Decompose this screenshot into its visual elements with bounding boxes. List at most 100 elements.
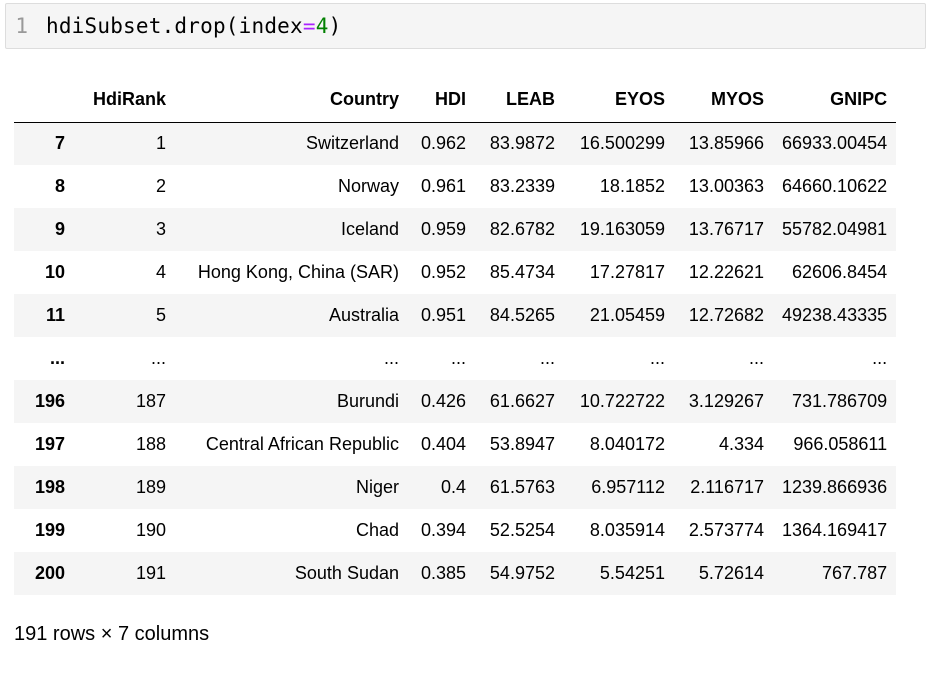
cell-hdirank: 188 <box>135 434 166 454</box>
column-header-country: Country <box>175 77 408 123</box>
cell-myos: 2.116717 <box>690 477 764 497</box>
cell-myos: 2.573774 <box>688 520 764 540</box>
cell-myos: 13.00363 <box>688 176 764 196</box>
line-number: 1 <box>15 14 28 38</box>
cell-country: Hong Kong, China (SAR) <box>197 262 399 282</box>
cell-eyos: 17.27817 <box>589 262 665 282</box>
cell-eyos: 6.957112 <box>591 477 665 497</box>
column-header-leab: LEAB <box>475 77 564 123</box>
cell-gnipc: 1364.169417 <box>782 520 888 540</box>
cell-hdirank: 3 <box>155 219 166 239</box>
row-index: ... <box>49 348 65 368</box>
cell-myos: 3.129267 <box>688 391 764 411</box>
row-index: 11 <box>45 305 65 325</box>
row-index: 199 <box>34 520 65 540</box>
row-index: 198 <box>34 477 65 497</box>
cell-gnipc: 731.786709 <box>792 391 888 411</box>
cell-eyos: 8.035914 <box>589 520 665 540</box>
cell-myos: 12.22621 <box>688 262 764 282</box>
table-row: 8 2 Norway 0.961 83.2339 18.1852 13.00363 64660… <box>14 165 897 208</box>
column-header-myos: MYOS <box>674 77 773 123</box>
cell-country: Iceland <box>340 219 399 239</box>
cell-leab: 54.9752 <box>489 563 555 583</box>
cell-leab: ... <box>539 348 555 368</box>
row-index: 9 <box>54 219 65 239</box>
cell-eyos: 19.163059 <box>579 219 665 239</box>
table-header: HdiRank Country HDI LEAB EYOS MYOS GNIPC <box>14 77 897 123</box>
row-index: 10 <box>44 262 65 282</box>
table-row: ........................ <box>14 337 897 380</box>
cell-leab: 82.6782 <box>489 219 555 239</box>
column-header-eyos: EYOS <box>564 77 674 123</box>
cell-leab: 83.9872 <box>489 133 555 154</box>
cell-hdi: 0.952 <box>420 262 466 282</box>
cell-eyos: ... <box>649 348 665 368</box>
table-row: 199 190 Chad 0.394 52.5254 8.035914 2.573774 13… <box>14 509 897 552</box>
cell-hdirank: 5 <box>155 305 166 325</box>
dataframe-shape-text: 191 rows × 7 columns <box>14 623 210 645</box>
row-index: 7 <box>54 133 65 154</box>
cell-myos: 4.334 <box>718 434 764 454</box>
table-row: 11 5 Australia 0.951 84.5265 21.05459 12.72682… <box>14 294 897 337</box>
header-row: HdiRank Country HDI LEAB EYOS MYOS GNIPC <box>14 77 897 123</box>
table-row: 7 1 Switzerland 0.962 83.9872 16.500299 13.859… <box>14 122 897 165</box>
cell-hdirank: 1 <box>155 133 166 154</box>
cell-country: Chad <box>355 520 399 540</box>
code-operator: = <box>302 14 316 38</box>
cell-eyos: 5.54251 <box>599 563 665 583</box>
cell-hdirank: 191 <box>135 563 166 583</box>
table-row: 197 188 Central African Republic 0.404 53.89… <box>14 423 897 466</box>
cell-leab: 61.6627 <box>489 391 555 411</box>
cell-country: Burundi <box>336 391 399 411</box>
table-row: 198 189 Niger 0.4 61.5763 6.957112 2.116717 123… <box>14 466 897 509</box>
cell-hdirank: 189 <box>135 477 166 497</box>
table-row: 9 3 Iceland 0.959 82.6782 19.163059 13.76717 55… <box>14 208 897 251</box>
cell-hdi: 0.404 <box>420 434 466 454</box>
cell-country: Australia <box>328 305 399 325</box>
code-input[interactable]: hdiSubset.drop(index=4) <box>46 14 341 38</box>
table-row: 196 187 Burundi 0.426 61.6627 10.722722 3.1292… <box>14 380 897 423</box>
cell-eyos: 21.05459 <box>589 305 665 325</box>
cell-gnipc: 55782.04981 <box>782 219 888 239</box>
cell-hdirank: 187 <box>135 391 166 411</box>
cell-hdi: 0.961 <box>420 176 466 196</box>
column-header-gnipc: GNIPC <box>773 77 897 123</box>
cell-leab: 61.5763 <box>489 477 555 497</box>
cell-country: Switzerland <box>305 133 399 154</box>
cell-country: Central African Republic <box>205 434 399 454</box>
cell-gnipc: 62606.8454 <box>792 262 888 282</box>
dataframe-table: HdiRank Country HDI LEAB EYOS MYOS GNIPC… <box>14 77 897 595</box>
cell-hdirank: 190 <box>135 520 166 540</box>
cell-eyos: 10.722722 <box>579 391 665 411</box>
cell-leab: 85.4734 <box>489 262 555 282</box>
cell-hdi: 0.385 <box>420 563 466 583</box>
code-text-prefix: hdiSubset.drop(index <box>46 14 303 38</box>
column-header-hdirank: HdiRank <box>74 77 175 123</box>
cell-leab: 53.8947 <box>489 434 555 454</box>
cell-myos: 5.72614 <box>698 563 764 583</box>
cell-gnipc: 966.058611 <box>793 434 888 454</box>
cell-myos: 13.85966 <box>688 133 764 154</box>
cell-hdi: ... <box>450 348 466 368</box>
cell-hdi: 0.426 <box>420 391 466 411</box>
cell-hdi: 0.4 <box>440 477 466 497</box>
cell-hdirank: ... <box>150 348 166 368</box>
row-index: 8 <box>54 176 65 196</box>
cell-hdi: 0.962 <box>420 133 466 154</box>
cell-leab: 84.5265 <box>489 305 555 325</box>
table-body: 7 1 Switzerland 0.962 83.9872 16.500299 13.859… <box>14 122 897 595</box>
row-index: 197 <box>34 434 65 454</box>
cell-hdi: 0.959 <box>420 219 466 239</box>
row-index: 200 <box>34 563 65 583</box>
cell-leab: 83.2339 <box>489 176 555 196</box>
code-text-suffix: ) <box>328 14 342 38</box>
cell-country: Niger <box>355 477 399 497</box>
cell-gnipc: 64660.10622 <box>782 176 888 196</box>
cell-gnipc: ... <box>872 348 888 368</box>
cell-gnipc: 66933.00454 <box>782 133 888 154</box>
cell-country: Norway <box>337 176 399 196</box>
cell-country: South Sudan <box>294 563 399 583</box>
code-cell[interactable]: 1 hdiSubset.drop(index=4) <box>5 3 926 49</box>
cell-myos: 13.76717 <box>688 219 764 239</box>
cell-eyos: 16.500299 <box>579 133 665 154</box>
